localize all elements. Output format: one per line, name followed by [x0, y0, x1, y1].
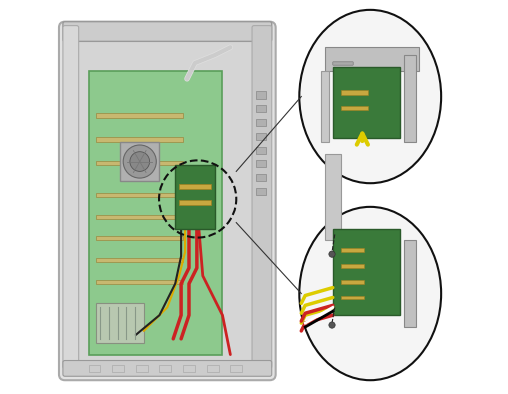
Bar — [97, 303, 144, 343]
Bar — [183, 365, 195, 372]
Bar — [333, 62, 353, 65]
FancyBboxPatch shape — [63, 26, 79, 368]
Circle shape — [329, 251, 335, 257]
Bar — [97, 258, 183, 262]
Bar — [136, 365, 148, 372]
Bar — [341, 264, 364, 268]
Bar — [112, 365, 124, 372]
Bar — [97, 113, 183, 118]
Bar — [256, 105, 266, 112]
Ellipse shape — [299, 10, 441, 183]
FancyBboxPatch shape — [63, 361, 272, 376]
Bar — [333, 62, 353, 65]
FancyBboxPatch shape — [69, 32, 266, 370]
FancyBboxPatch shape — [63, 22, 272, 41]
Circle shape — [123, 145, 156, 178]
Circle shape — [329, 322, 335, 328]
Bar — [325, 154, 341, 240]
Circle shape — [130, 152, 149, 171]
Bar — [97, 236, 183, 240]
Bar — [120, 142, 160, 181]
Bar — [341, 106, 368, 110]
Bar — [404, 55, 416, 142]
Bar — [175, 165, 214, 229]
Bar — [256, 188, 266, 195]
Bar — [256, 91, 266, 98]
Bar — [333, 67, 400, 138]
Bar — [256, 147, 266, 154]
Bar — [88, 71, 223, 355]
FancyBboxPatch shape — [59, 22, 276, 380]
Bar — [256, 119, 266, 126]
Bar — [341, 90, 368, 95]
Bar — [341, 248, 364, 252]
Bar — [321, 71, 329, 142]
Bar — [88, 365, 101, 372]
Ellipse shape — [299, 207, 441, 380]
Bar — [341, 296, 364, 299]
Bar — [256, 133, 266, 140]
Bar — [97, 280, 183, 284]
Bar — [230, 365, 242, 372]
Bar — [325, 47, 420, 71]
Bar — [97, 215, 183, 219]
Bar — [256, 160, 266, 167]
Bar — [179, 184, 211, 189]
Bar — [333, 62, 353, 65]
Bar — [97, 161, 183, 165]
Bar — [97, 193, 183, 197]
Bar — [341, 280, 364, 284]
Bar — [207, 365, 218, 372]
Bar — [404, 240, 416, 327]
Bar — [333, 62, 353, 65]
Bar — [97, 137, 183, 142]
Bar — [333, 229, 400, 315]
Bar — [256, 174, 266, 181]
Bar — [160, 365, 171, 372]
Bar — [333, 62, 353, 65]
Bar — [179, 200, 211, 205]
FancyBboxPatch shape — [252, 26, 272, 368]
